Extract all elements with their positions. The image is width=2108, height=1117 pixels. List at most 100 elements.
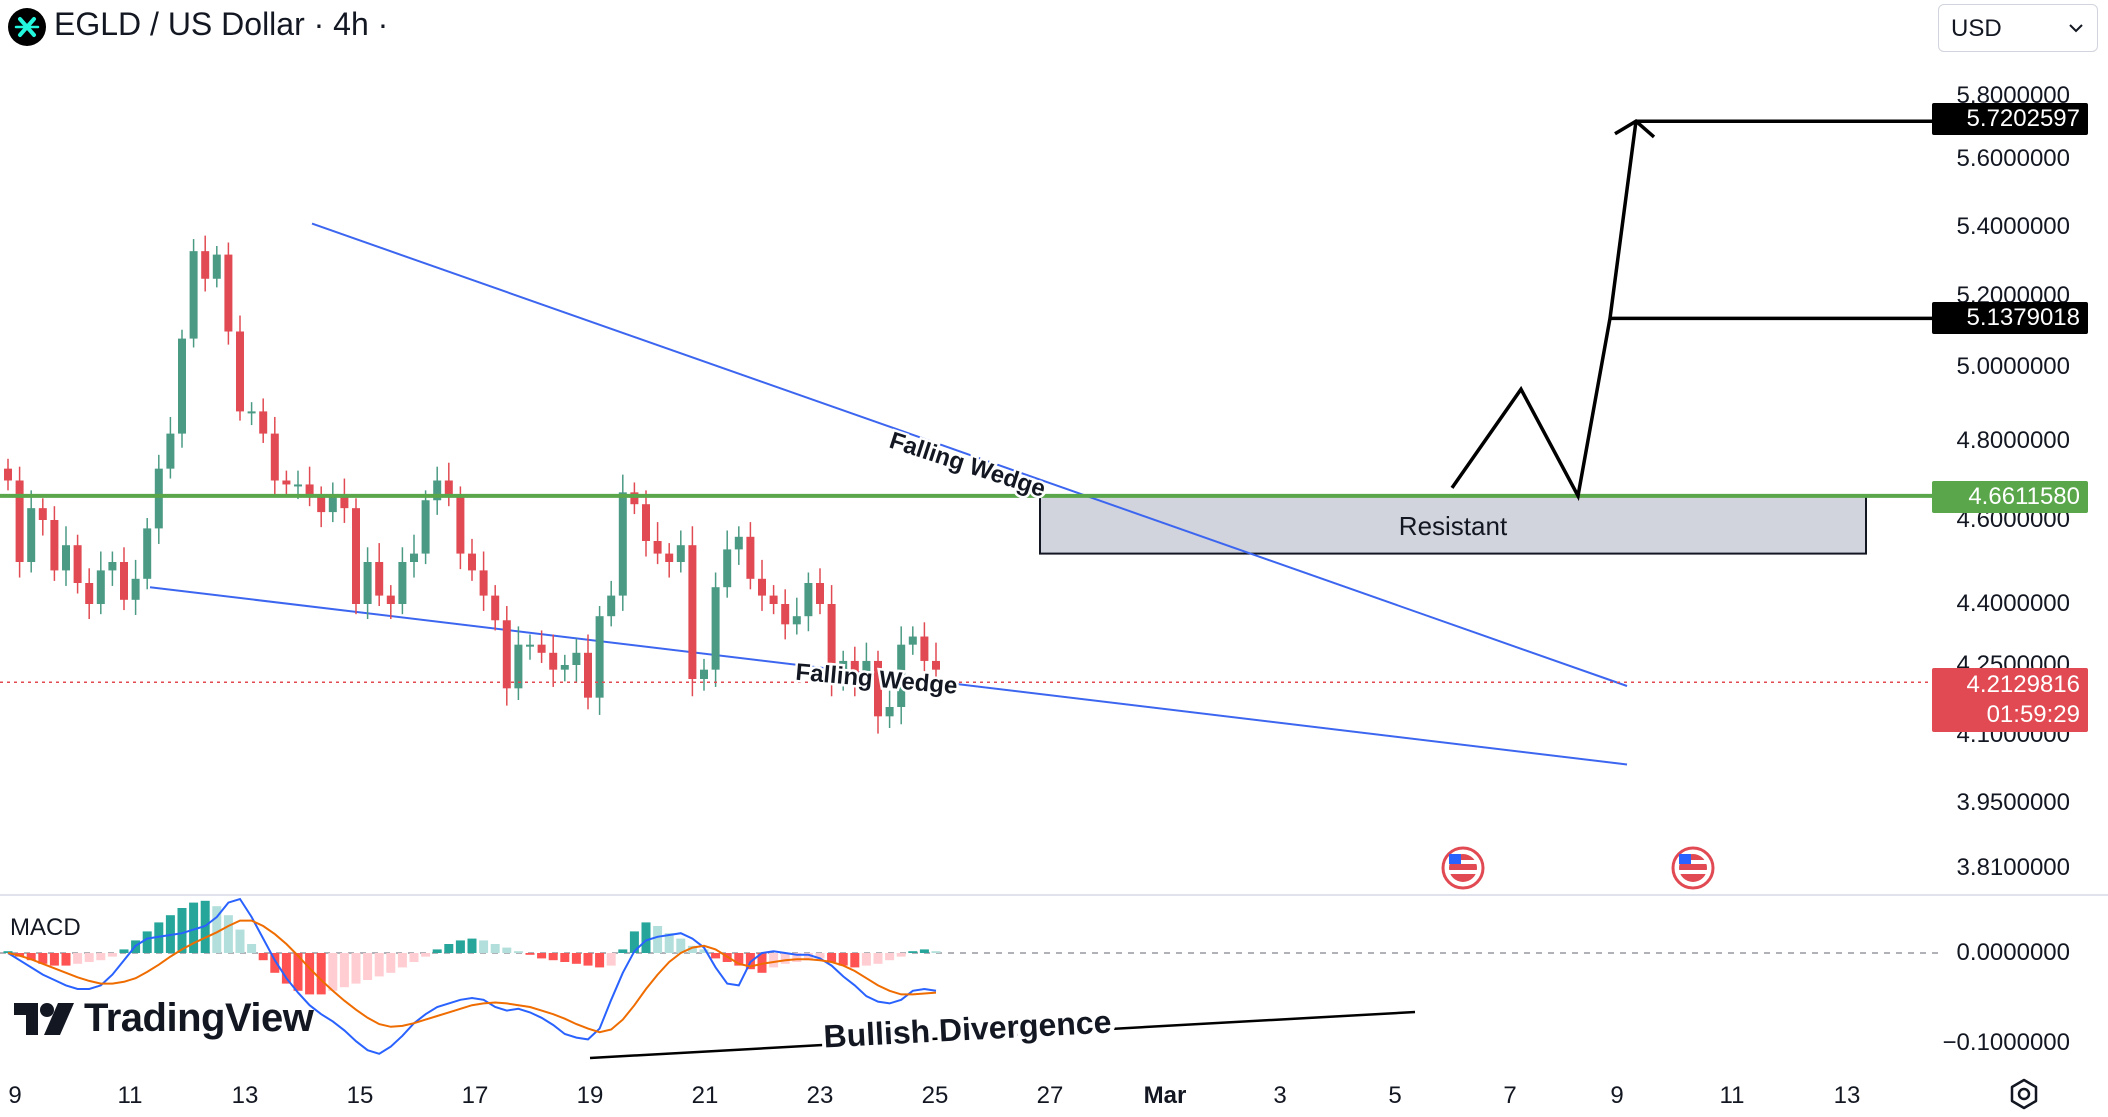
candle [421,490,430,565]
macd-histogram-bar [258,953,268,961]
candle [572,638,581,683]
macd-histogram-bar [513,951,523,953]
macd-histogram-bar [734,953,744,966]
candle-body [688,545,697,679]
macd-histogram-bar [247,944,257,953]
candle [108,551,117,586]
candle-body [189,251,198,339]
x-tick: 25 [921,1082,949,1109]
candle [363,547,372,620]
macd-histogram-bar [711,953,721,959]
chevron-down-icon [2067,19,2085,42]
macd-histogram-bar [3,951,13,953]
candle [375,543,384,607]
macd-histogram-bar [827,953,837,962]
candle-body [305,484,314,497]
candle-body [27,508,36,562]
macd-histogram-bar [792,953,802,962]
macd-histogram-bar [421,953,431,957]
candle [850,646,859,697]
macd-histogram-bar [26,953,36,961]
macd-histogram-bar [571,953,581,964]
candle [131,559,140,615]
x-tick: 3 [1273,1082,1287,1109]
target-price-tag: 5.1379018 [1932,302,2088,334]
candle-body [874,660,882,717]
candle-body [444,480,453,497]
candle-body [920,636,929,661]
macd-histogram-bar [49,953,59,966]
macd-histogram-bar [919,949,929,953]
candle [85,568,94,620]
candle [201,235,210,292]
candle-body [375,562,384,596]
candle [723,530,732,598]
candle [398,547,407,615]
candle-body [792,616,801,625]
macd-y-tick: 0.0000000 [1956,939,2070,966]
chart-settings-icon[interactable] [2006,1076,2042,1117]
x-tick: 9 [8,1082,22,1109]
wedge-label-upper: Falling Wedge [886,427,1049,503]
candle-body [653,541,662,554]
candle [676,530,685,573]
macd-histogram-bar [444,944,454,953]
macd-histogram-bar [896,953,906,957]
candle-body [885,707,894,717]
macd-histogram-bar [653,926,663,953]
y-tick: 3.8100000 [1956,854,2070,881]
resistance-zone [1039,495,1867,555]
candle-body [328,496,337,513]
macd-histogram-bar [212,906,222,953]
candle-body [734,536,743,550]
x-tick: 21 [691,1082,719,1109]
candle [62,526,70,586]
candle-body [479,570,488,596]
macd-histogram-bar [374,953,384,977]
candle-body [537,644,546,653]
macd-line [7,897,937,1055]
currency-select[interactable]: USD [1938,4,2098,52]
macd-histogram-bar [629,931,639,953]
x-tick: Mar [1143,1082,1187,1109]
macd-histogram-bar [177,908,187,953]
candle-body [468,553,476,571]
candle-body [73,545,82,583]
candle-body [317,496,326,513]
macd-histogram-bar [223,915,233,953]
candle-body [433,480,442,501]
candle [560,654,569,682]
candle-body [50,520,59,571]
candle-body [143,528,152,579]
candle [491,585,500,631]
candle [769,585,778,615]
y-tick: 5.4000000 [1956,213,2070,240]
candle-body [642,504,650,541]
candle-body [85,583,94,604]
candle [665,543,674,578]
candle [27,490,36,573]
candle-body [549,652,558,670]
resistance-label: Resistant [1399,511,1508,541]
candle [549,634,558,687]
macd-histogram-bar [687,945,697,953]
candle [827,585,836,697]
x-tick: 27 [1036,1082,1064,1109]
candle [340,478,349,523]
candle-body [38,508,47,520]
flag-stripe [1449,870,1477,874]
candle-body [491,595,500,621]
candle-body [850,660,859,679]
candle-body [212,254,221,279]
countdown-value: 01:59:29 [1986,701,2080,728]
candle [4,458,12,491]
candle-body [154,468,163,529]
candle-body [769,595,778,604]
candle-body [131,578,140,600]
candle-body [108,562,117,571]
last-price-tag: 4.2129816 01:59:29 [1932,668,2088,732]
candle [154,454,163,544]
x-tick: 15 [346,1082,374,1109]
